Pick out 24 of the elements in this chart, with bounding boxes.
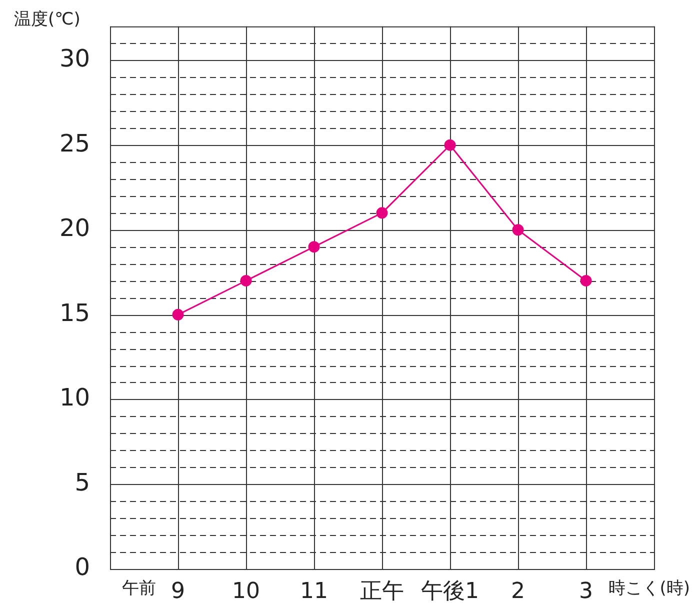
x-tick-label: 10: [232, 578, 260, 603]
x-tick-label: 3: [579, 578, 593, 603]
y-axis-title: 温度(℃): [14, 9, 80, 30]
y-tick-label: 25: [59, 129, 90, 158]
x-tick-label: 正午: [360, 578, 404, 603]
point: [444, 139, 456, 151]
y-tick-label: 0: [74, 553, 90, 582]
point: [172, 308, 184, 320]
point: [376, 207, 388, 219]
y-tick-label: 5: [74, 468, 90, 496]
point: [580, 274, 592, 286]
x-axis-title: 時こく(時): [608, 578, 690, 598]
y-tick-label: 15: [59, 298, 90, 327]
point: [240, 274, 252, 286]
point: [512, 224, 524, 236]
x-tick-label: 11: [300, 578, 328, 603]
point: [308, 241, 320, 253]
text: 午前: [122, 578, 156, 598]
x-tick-label: 2: [511, 578, 525, 603]
y-tick-label: 20: [59, 214, 90, 242]
x-tick-label: 9: [171, 578, 185, 603]
y-tick-label: 30: [59, 44, 90, 73]
y-tick-label: 10: [59, 384, 90, 412]
x-tick-label: 午後1: [421, 578, 479, 603]
